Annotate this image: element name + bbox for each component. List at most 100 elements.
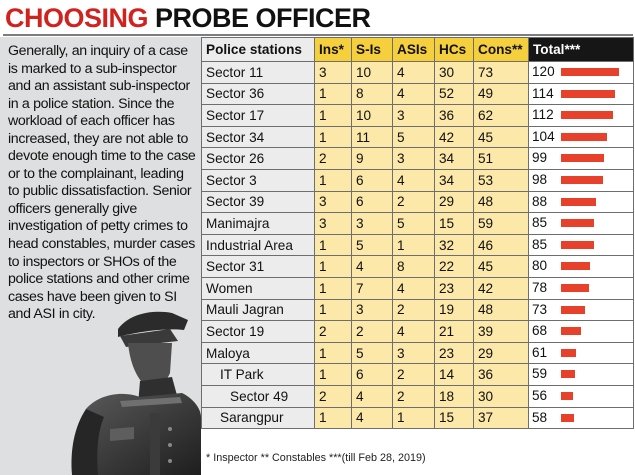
- sis-cell: 11: [351, 125, 393, 149]
- table-row: Sector 26 2 9 3 34 51 99: [201, 147, 634, 170]
- asis-cell: 4: [392, 61, 435, 84]
- sis-cell: 7: [351, 276, 393, 300]
- total-bar: [561, 327, 581, 336]
- asis-cell: 3: [392, 104, 435, 127]
- asis-cell: 4: [392, 276, 435, 300]
- total-value: 114: [532, 85, 554, 101]
- station-cell: Maloya: [201, 341, 315, 365]
- table-row: Sector 19 2 2 4 21 39 68: [201, 320, 634, 343]
- ins-cell: 1: [314, 363, 352, 386]
- total-cell: 98: [528, 168, 634, 192]
- total-value: 88: [532, 193, 548, 209]
- cons-cell: 62: [473, 104, 529, 127]
- hcs-cell: 15: [434, 406, 474, 430]
- total-bar: [561, 262, 590, 271]
- table-row: Sector 49 2 4 2 18 30 56: [201, 384, 634, 408]
- ins-cell: 2: [314, 320, 352, 343]
- sis-cell: 5: [351, 341, 393, 365]
- total-bar: [561, 283, 589, 292]
- col-header-total: Total***: [528, 37, 634, 62]
- sis-cell: 3: [351, 212, 393, 235]
- total-cell: 120: [528, 61, 634, 84]
- table-row: IT Park 1 6 2 14 36 59: [201, 363, 634, 386]
- hcs-cell: 21: [434, 320, 474, 343]
- station-cell: Manimajra: [201, 212, 315, 235]
- cons-cell: 30: [473, 384, 529, 408]
- total-bar: [561, 197, 596, 206]
- asis-cell: 3: [392, 147, 435, 170]
- sis-cell: 10: [351, 61, 393, 84]
- hcs-cell: 36: [434, 104, 474, 127]
- sis-cell: 6: [351, 363, 393, 386]
- total-value: 58: [532, 409, 548, 425]
- asis-cell: 2: [392, 363, 435, 386]
- total-bar: [561, 370, 575, 379]
- total-cell: 56: [528, 384, 634, 408]
- total-value: 56: [532, 387, 548, 403]
- sis-cell: 8: [351, 82, 393, 106]
- cons-cell: 29: [473, 341, 529, 365]
- asis-cell: 1: [392, 233, 435, 257]
- total-value: 68: [532, 323, 548, 339]
- hcs-cell: 23: [434, 276, 474, 300]
- total-bar: [561, 111, 613, 120]
- col-header-asis: ASIs: [392, 37, 435, 62]
- sis-cell: 2: [351, 320, 393, 343]
- asis-cell: 5: [392, 212, 435, 235]
- sis-cell: 4: [351, 384, 393, 408]
- total-bar: [561, 175, 603, 184]
- asis-cell: 3: [392, 341, 435, 365]
- hcs-cell: 29: [434, 190, 474, 214]
- hcs-cell: 14: [434, 363, 474, 386]
- total-value: 120: [532, 64, 555, 79]
- ins-cell: 1: [314, 341, 352, 365]
- sis-cell: 9: [351, 147, 393, 170]
- total-cell: 114: [528, 82, 634, 106]
- total-value: 61: [532, 344, 548, 360]
- total-bar: [561, 348, 576, 357]
- col-header-hcs: HCs: [434, 37, 474, 62]
- total-cell: 61: [528, 341, 634, 365]
- sis-cell: 4: [351, 255, 393, 278]
- total-cell: 99: [528, 147, 634, 170]
- ins-cell: 3: [314, 190, 352, 214]
- ins-cell: 1: [314, 125, 352, 149]
- station-cell: Industrial Area: [201, 233, 315, 257]
- asis-cell: 5: [392, 125, 435, 149]
- total-value: 99: [532, 150, 548, 166]
- station-cell: Sector 11: [201, 61, 315, 84]
- total-cell: 88: [528, 190, 634, 214]
- hcs-cell: 52: [434, 82, 474, 106]
- title-highlight: CHOOSING: [5, 3, 149, 33]
- hcs-cell: 34: [434, 147, 474, 170]
- total-bar: [561, 219, 594, 228]
- total-bar: [561, 391, 573, 400]
- total-cell: 112: [528, 104, 634, 127]
- station-cell: Women: [201, 276, 315, 300]
- ins-cell: 3: [314, 212, 352, 235]
- total-value: 73: [532, 301, 548, 317]
- cons-cell: 53: [473, 168, 529, 192]
- total-value: 85: [532, 236, 548, 252]
- hcs-cell: 42: [434, 125, 474, 149]
- ins-cell: 1: [314, 298, 352, 322]
- cons-cell: 45: [473, 125, 529, 149]
- total-bar: [561, 305, 585, 314]
- table-row: Women 1 7 4 23 42 78: [201, 276, 634, 300]
- asis-cell: 4: [392, 82, 435, 106]
- title-rest: PROBE OFFICER: [155, 3, 371, 33]
- cons-cell: 48: [473, 190, 529, 214]
- cons-cell: 42: [473, 276, 529, 300]
- total-cell: 68: [528, 320, 634, 343]
- sis-cell: 4: [351, 406, 393, 430]
- asis-cell: 2: [392, 384, 435, 408]
- cons-cell: 73: [473, 61, 529, 84]
- ins-cell: 1: [314, 276, 352, 300]
- total-bar: [561, 413, 574, 422]
- hcs-cell: 34: [434, 168, 474, 192]
- cons-cell: 59: [473, 212, 529, 235]
- table-row: Sector 3 1 6 4 34 53 98: [201, 168, 634, 192]
- station-cell: Sarangpur: [201, 406, 315, 430]
- station-cell: Sector 19: [201, 320, 315, 343]
- ins-cell: 1: [314, 168, 352, 192]
